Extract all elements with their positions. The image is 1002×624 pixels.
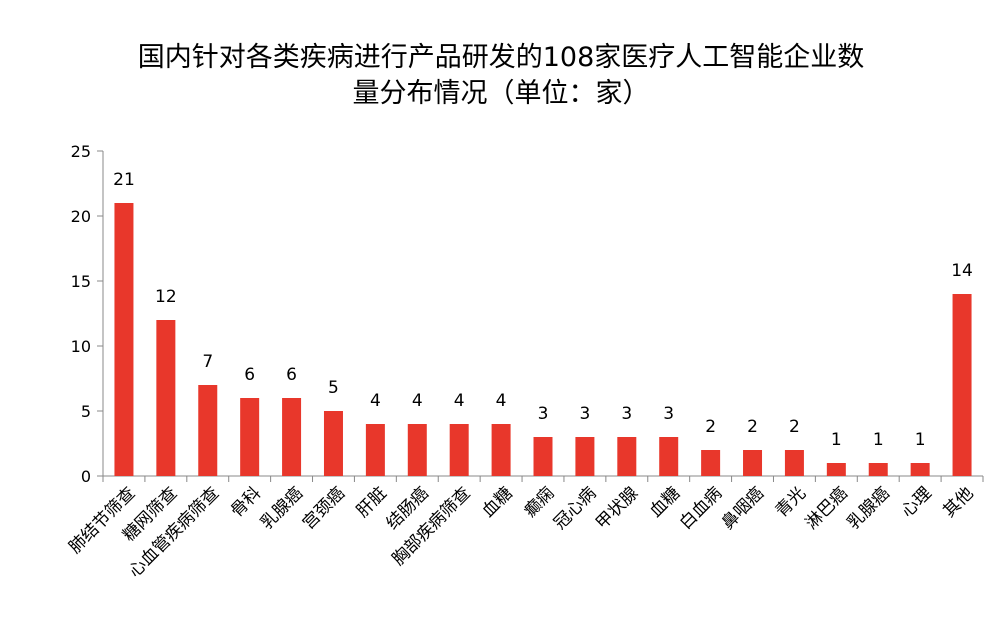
data-label: 12 — [155, 287, 177, 307]
y-tick-label: 5 — [81, 402, 91, 421]
bar — [282, 398, 302, 476]
data-label: 3 — [663, 404, 674, 424]
bar — [784, 450, 804, 476]
bar — [952, 294, 972, 476]
chart-title-line-2: 量分布情况（单位：家） — [352, 78, 650, 109]
data-label: 2 — [705, 417, 716, 437]
data-label: 1 — [873, 430, 884, 450]
category-label: 心理 — [897, 483, 935, 521]
y-tick-label: 25 — [71, 142, 91, 161]
bar — [198, 385, 218, 476]
category-label: 白血病 — [676, 483, 726, 533]
data-label: 4 — [412, 391, 423, 411]
bar — [701, 450, 721, 476]
category-label: 肺结节筛查 — [65, 483, 139, 557]
data-label: 1 — [915, 430, 926, 450]
data-label: 1 — [831, 430, 842, 450]
data-label: 4 — [370, 391, 381, 411]
category-label: 其他 — [939, 483, 977, 521]
data-label: 6 — [244, 365, 255, 385]
data-label: 21 — [113, 170, 135, 190]
category-label: 血糖 — [478, 483, 516, 521]
bar — [659, 437, 679, 476]
data-label: 6 — [286, 365, 297, 385]
data-label: 2 — [789, 417, 800, 437]
data-label: 4 — [454, 391, 465, 411]
bar — [114, 203, 134, 476]
y-tick-label: 0 — [81, 467, 91, 486]
bar — [743, 450, 763, 476]
category-label: 冠心病 — [550, 483, 600, 533]
bar — [156, 320, 176, 476]
bar — [575, 437, 595, 476]
bar — [407, 424, 427, 476]
bar — [617, 437, 637, 476]
data-label: 3 — [621, 404, 632, 424]
data-label: 7 — [202, 352, 213, 372]
category-label: 乳腺癌 — [844, 483, 894, 533]
bar — [323, 411, 343, 476]
data-label: 4 — [496, 391, 507, 411]
data-label: 3 — [538, 404, 549, 424]
bar — [910, 463, 930, 476]
category-label: 淋巴癌 — [802, 483, 852, 533]
bar — [240, 398, 260, 476]
category-label: 甲状腺 — [592, 483, 642, 533]
data-label: 14 — [951, 261, 973, 281]
y-tick-label: 15 — [71, 272, 91, 291]
data-label: 3 — [579, 404, 590, 424]
chart-title-line-1: 国内针对各类疾病进行产品研发的108家医疗人工智能企业数 — [137, 42, 865, 73]
bar — [449, 424, 469, 476]
y-tick-label: 10 — [71, 337, 91, 356]
data-label: 5 — [328, 378, 339, 398]
category-label: 乳腺癌 — [257, 483, 307, 533]
bar — [533, 437, 553, 476]
bar — [868, 463, 888, 476]
bar — [365, 424, 385, 476]
category-label: 宫颈癌 — [299, 483, 349, 533]
data-label: 2 — [747, 417, 758, 437]
category-label: 鼻咽癌 — [718, 483, 768, 533]
bar — [826, 463, 846, 476]
bar — [491, 424, 511, 476]
chart-title: 国内针对各类疾病进行产品研发的108家医疗人工智能企业数 量分布情况（单位：家） — [0, 40, 1002, 112]
y-tick-label: 20 — [71, 207, 91, 226]
